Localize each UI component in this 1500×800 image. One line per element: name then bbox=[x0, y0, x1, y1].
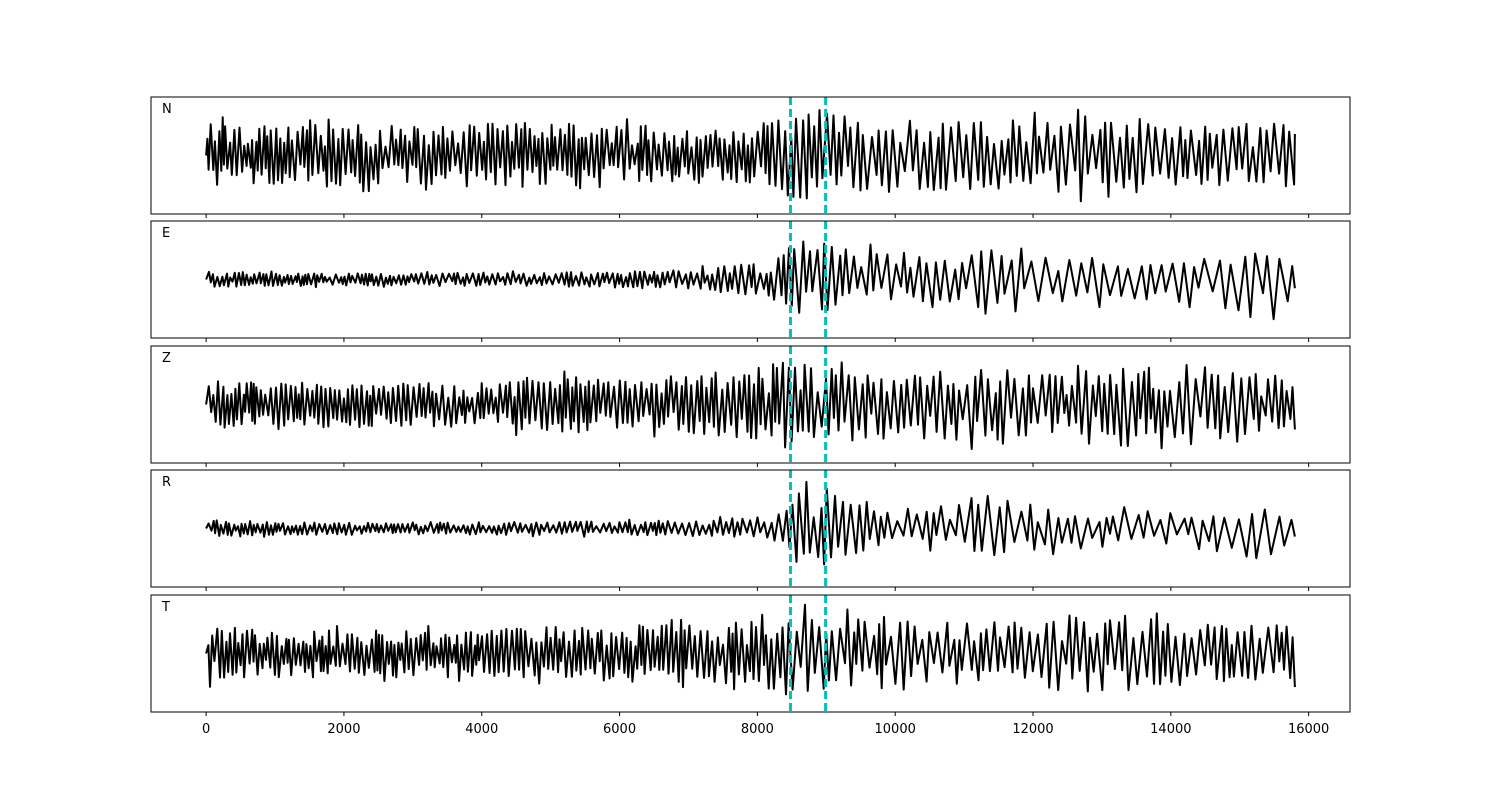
panels-group: N E Z R T bbox=[150, 96, 1351, 716]
panel-frame-n bbox=[150, 96, 1351, 215]
trace-z bbox=[205, 361, 1296, 450]
panel-t: T bbox=[150, 594, 1351, 716]
x-tick-label: 16000 bbox=[1288, 722, 1329, 737]
trace-n bbox=[205, 108, 1296, 203]
panel-frame-r bbox=[150, 469, 1351, 588]
trace-t bbox=[205, 603, 1296, 696]
panel-frame-t bbox=[150, 594, 1351, 713]
panel-frame-e bbox=[150, 220, 1351, 339]
panel-label-z: Z bbox=[162, 351, 171, 366]
x-axis: 0 2000 4000 6000 8000 10000 12000 14000 16000 bbox=[202, 722, 1329, 737]
x-tick-label: 6000 bbox=[603, 722, 636, 737]
x-tick-label: 0 bbox=[202, 722, 210, 737]
panel-label-e: E bbox=[162, 226, 170, 241]
trace-e bbox=[205, 240, 1296, 321]
panel-n: N bbox=[150, 96, 1351, 218]
panel-label-r: R bbox=[162, 475, 171, 490]
x-tick-label: 14000 bbox=[1150, 722, 1191, 737]
trace-r bbox=[205, 480, 1296, 566]
x-tick-label: 12000 bbox=[1012, 722, 1053, 737]
panel-z: Z bbox=[150, 345, 1351, 467]
x-tick-label: 8000 bbox=[741, 722, 774, 737]
panel-e: E bbox=[150, 220, 1351, 342]
x-tick-label: 2000 bbox=[327, 722, 360, 737]
x-tick-label: 4000 bbox=[465, 722, 498, 737]
x-tick-label: 10000 bbox=[875, 722, 916, 737]
panel-label-n: N bbox=[162, 102, 172, 117]
panel-frame-z bbox=[150, 345, 1351, 464]
panel-label-t: T bbox=[161, 600, 170, 615]
panel-r: R bbox=[150, 469, 1351, 591]
